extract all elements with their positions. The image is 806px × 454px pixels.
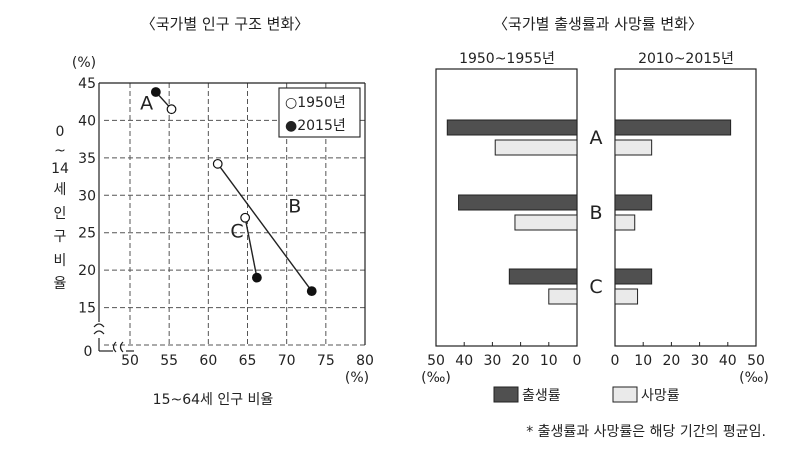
bar-tick-label: 50 [747,353,765,369]
point-A-1950 [166,104,177,115]
bar-birth-A [614,119,732,136]
series-label-C: C [230,221,243,243]
bar-tick-label: 30 [483,353,501,369]
bar-category-B: B [589,202,602,224]
point-B-1950 [212,158,223,169]
scatter-title: 〈국가별 인구 구조 변화〉 [141,15,310,33]
series-line-C [244,217,258,278]
bar-death-B [614,214,636,231]
x-tick-label: 60 [199,353,217,369]
y-label-char: 인 [54,206,67,222]
y-label-char: 율 [54,276,67,292]
bar-death-A [494,139,578,156]
y-tick-label: 20 [78,263,96,279]
bar-category-labels: A B C [589,127,602,298]
birth-death-rate-chart: 〈국가별 출생률과 사망률 변화〉 1950~1955년 2010~2015년 … [421,15,769,440]
y-axis-break-mark [93,323,105,335]
series-label-A: A [140,93,153,115]
x-tick-label: 80 [356,353,374,369]
bar-tick-label: 30 [691,353,709,369]
bar-birth-C [614,268,653,285]
x-tick-label: 55 [160,353,178,369]
y-label-char: 구 [54,229,67,245]
y-tick-label: 15 [78,301,96,317]
y-label-char: 세 [54,182,67,198]
x-tick-label: 75 [317,353,335,369]
bar-birth-B [458,194,578,211]
legend-2015: ●2015년 [285,118,346,134]
bar-birth-B [614,194,653,211]
y-label-char: 0 [56,124,65,140]
legend-birth-swatch [493,386,519,403]
scatter-origin-label: 0 [84,344,93,360]
bar-birth-C [508,268,578,285]
scatter-y-unit: (%) [72,55,96,71]
scatter-x-unit: (%) [345,370,369,386]
panel-1950-period: 1950~1955년 [459,51,555,67]
bar-death-B [514,214,578,231]
panel-2010: 0 10 20 30 40 50 [611,68,765,369]
panel-2010-period: 2010~2015년 [638,51,734,67]
x-axis-break-mark [112,341,124,353]
scatter-legend: ○1950년 ●2015년 [278,87,361,138]
bar-death-C [548,288,578,305]
legend-death-swatch [612,386,638,403]
bar-death-A [614,139,653,156]
bar-tick-label: 0 [573,353,582,369]
bar-x-unit-left: (‰) [421,370,451,386]
y-tick-label: 25 [78,226,96,242]
scatter-x-label: 15~64세 인구 비율 [153,392,274,408]
bar-legend: 출생률 사망률 [493,386,680,404]
y-label-char: 비 [54,253,67,269]
bar-x-unit-right: (‰) [739,370,769,386]
point-A-2015 [150,87,161,97]
y-tick-label: 45 [78,76,96,92]
scatter-tick-labels: 50 55 60 65 70 75 80 15 20 25 30 35 40 45 [78,76,374,369]
series-label-B: B [288,195,301,217]
panel-1950: 50 40 30 20 10 0 [427,68,582,369]
y-tick-label: 30 [78,188,96,204]
x-tick-label: 65 [239,353,257,369]
legend-box [278,87,361,138]
x-tick-label: 70 [278,353,296,369]
series-line-B [217,163,313,292]
bar-tick-label: 40 [719,353,737,369]
legend-death-label: 사망률 [641,388,680,404]
y-tick-label: 35 [78,151,96,167]
bar-birth-A [446,119,578,136]
y-tick-label: 40 [78,113,96,129]
legend-birth-label: 출생률 [522,388,561,404]
bar-tick-label: 10 [634,353,652,369]
bar-panels: 50 40 30 20 10 0 0 10 20 30 40 50 [427,68,765,369]
bar-tick-label: 40 [455,353,473,369]
population-structure-chart: 〈국가별 인구 구조 변화〉 (%) 0 (%) 15~64세 인구 비율 50… [51,15,374,408]
bar-tick-label: 50 [427,353,445,369]
bar-title: 〈국가별 출생률과 사망률 변화〉 [493,15,703,33]
bar-tick-label: 20 [662,353,680,369]
bar-tick-label: 20 [512,353,530,369]
point-B-2015 [306,286,317,297]
point-C-2015 [251,272,262,283]
bar-death-C [614,288,639,305]
point-C-1950 [240,212,251,223]
bar-tick-label: 10 [540,353,558,369]
bar-tick-label: 0 [611,353,620,369]
y-label-char: 14 [51,161,69,177]
x-tick-label: 50 [121,353,139,369]
bar-category-C: C [589,276,602,298]
scatter-series: A B C [140,87,317,297]
bar-category-A: A [590,127,603,149]
y-label-char: ~ [54,143,66,159]
legend-1950: ○1950년 [285,95,346,111]
bar-footnote: * 출생률과 사망률은 해당 기간의 평균임. [526,424,766,440]
